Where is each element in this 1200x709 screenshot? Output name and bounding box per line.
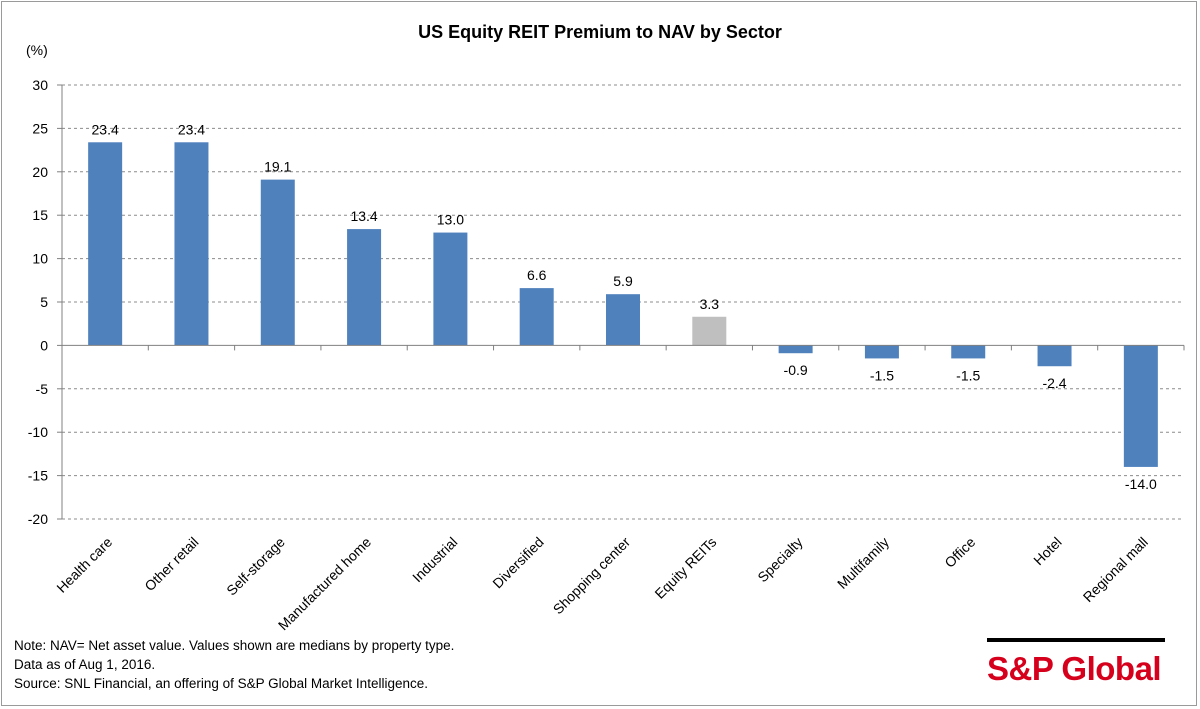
category-label: Multifamily — [834, 534, 892, 592]
data-label: 3.3 — [700, 296, 720, 312]
data-label: 23.4 — [92, 121, 119, 137]
y-tick-label: 10 — [32, 251, 48, 267]
category-label: Hotel — [1030, 534, 1064, 568]
y-tick-label: 5 — [40, 294, 48, 310]
category-label: Other retail — [141, 534, 201, 594]
y-tick-label: -20 — [28, 511, 48, 527]
category-label: Diversified — [489, 534, 547, 592]
y-tick-label: -15 — [28, 468, 48, 484]
y-tick-label: 0 — [40, 337, 48, 353]
data-label: 6.6 — [527, 267, 547, 283]
y-tick-label: -10 — [28, 424, 48, 440]
bar — [174, 142, 209, 346]
bar — [1037, 345, 1072, 367]
category-label: Manufactured home — [275, 534, 375, 634]
data-label: 5.9 — [613, 273, 633, 289]
bar — [88, 142, 123, 346]
chart-notes: Note: NAV= Net asset value. Values shown… — [14, 636, 454, 693]
bar — [433, 232, 468, 346]
category-label: Shopping center — [550, 534, 634, 618]
data-label: -0.9 — [784, 362, 808, 378]
category-label: Specialty — [754, 534, 805, 585]
bar — [864, 345, 899, 359]
y-tick-label: 15 — [32, 207, 48, 223]
bar — [778, 345, 813, 354]
logo-text: S&P Global — [987, 650, 1162, 687]
y-tick-label: 20 — [32, 164, 48, 180]
note-line: Data as of Aug 1, 2016. — [14, 657, 156, 672]
logo-bar — [987, 638, 1165, 642]
data-label: 13.0 — [437, 212, 464, 228]
data-label: -1.5 — [956, 367, 980, 383]
category-label: Self-storage — [223, 534, 288, 599]
bar — [951, 345, 986, 359]
y-tick-label: 30 — [32, 77, 48, 93]
bar — [260, 179, 295, 346]
bar — [606, 294, 640, 346]
data-label: -1.5 — [870, 367, 894, 383]
sp-global-logo: S&P Global — [987, 638, 1165, 688]
y-tick-label: -5 — [36, 381, 49, 397]
data-label: 13.4 — [350, 208, 377, 224]
data-label: 19.1 — [264, 159, 291, 175]
bar — [347, 229, 382, 346]
note-line: Note: NAV= Net asset value. Values shown… — [14, 638, 455, 653]
note-line: Source: SNL Financial, an offering of S&… — [14, 676, 428, 691]
category-label: Regional mall — [1080, 534, 1151, 605]
data-label: 23.4 — [178, 121, 205, 137]
category-label: Health care — [53, 534, 115, 596]
category-label: Office — [941, 534, 978, 571]
y-axis-unit-label: (%) — [26, 42, 48, 58]
y-tick-label: 25 — [32, 120, 48, 136]
category-label: Industrial — [409, 534, 460, 585]
chart-title: US Equity REIT Premium to NAV by Sector — [418, 22, 782, 42]
bar — [1123, 345, 1158, 467]
data-label: -2.4 — [1042, 375, 1066, 391]
bar — [519, 288, 554, 346]
bar — [692, 316, 727, 346]
data-label: -14.0 — [1125, 476, 1157, 492]
category-label: Equity REITs — [651, 534, 719, 602]
